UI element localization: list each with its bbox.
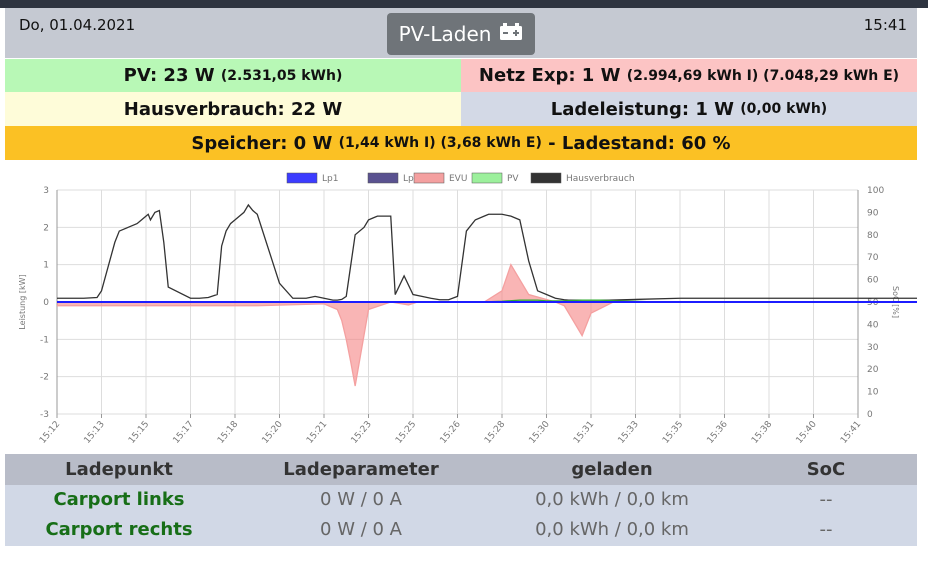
x-tick-label: 15:41	[839, 420, 863, 446]
x-tick-label: 15:35	[661, 420, 685, 446]
charge-points-table: Ladepunkt Ladeparameter geladen SoC Carp…	[5, 454, 917, 546]
y2-tick-label: 80	[867, 231, 879, 241]
chargepoint-loaded-1: 0,0 kWh / 0,0 km	[535, 489, 689, 510]
x-tick-label: 15:36	[705, 419, 730, 446]
x-tick-label: 15:25	[394, 420, 418, 446]
header-ladeparameter: Ladeparameter	[283, 459, 439, 480]
power-chart[interactable]: 3 2 1 0 -1 -2 -3 15:12 15:13 15:15 15:17 15:18 15:20…	[5, 168, 928, 453]
legend-label-pv: PV	[507, 174, 519, 184]
storage-soc: - Ladestand: 60 %	[548, 132, 731, 154]
pv-value: PV: 23 W	[123, 65, 215, 86]
legend-label-evu: EVU	[449, 174, 467, 184]
y2-tick-label: 20	[867, 365, 879, 375]
chargepoint-param-1: 0 W / 0 A	[320, 489, 402, 510]
storage-summary: Speicher: 0 W (1,44 kWh I) (3,68 kWh E) …	[5, 126, 917, 160]
grid-summary: Netz Exp: 1 W (2.994,69 kWh I) (7.048,29…	[461, 59, 917, 92]
legend-swatch-pv	[471, 172, 503, 184]
chargepoint-soc-2: --	[819, 519, 833, 540]
y2-tick-label: 10	[867, 388, 879, 398]
x-tick-label: 15:26	[438, 419, 463, 446]
charging-power-detail: (0,00 kWh)	[740, 101, 828, 117]
x-tick-label: 15:40	[794, 419, 819, 446]
x-tick-label: 15:28	[483, 419, 508, 446]
table-body: Carport links 0 W / 0 A 0,0 kWh / 0,0 km…	[5, 485, 917, 546]
y2-tick-label: 0	[867, 410, 873, 420]
x-tick-label: 15:33	[616, 420, 640, 446]
series-line-evu	[57, 263, 928, 387]
x-tick-label: 15:31	[572, 420, 596, 446]
y-tick-label: -1	[40, 335, 49, 345]
chargepoint-loaded-2: 0,0 kWh / 0,0 km	[535, 519, 689, 540]
y-tick-label: 3	[43, 186, 49, 196]
x-tick-label: 15:15	[127, 420, 151, 446]
y-tick-label: -3	[40, 410, 49, 420]
legend-swatch-evu	[413, 172, 445, 184]
header-bar: Do, 01.04.2021 PV-Laden 15:41	[5, 8, 917, 58]
y2-tick-label: 100	[867, 186, 884, 196]
grid-detail: (2.994,69 kWh I) (7.048,29 kWh E)	[626, 67, 900, 84]
chargepoint-soc-1: --	[819, 489, 833, 510]
chargepoint-name-2[interactable]: Carport rechts	[45, 519, 193, 540]
chargepoint-name-1[interactable]: Carport links	[53, 489, 185, 510]
header-geladen: geladen	[571, 459, 653, 480]
charge-mode-label: PV-Laden	[398, 22, 492, 46]
chargepoint-param-2: 0 W / 0 A	[320, 519, 402, 540]
y2-tick-label: 60	[867, 276, 879, 286]
grid-value: Netz Exp: 1 W	[478, 65, 621, 86]
house-consumption-summary: Hausverbrauch: 22 W	[5, 92, 461, 126]
window-top-bar	[0, 0, 928, 8]
y-tick-label: 1	[43, 261, 49, 271]
y-tick-label: -2	[40, 373, 49, 383]
legend-swatch-lp2	[367, 172, 399, 184]
x-tick-label: 15:12	[38, 420, 62, 446]
time-label: 15:41	[863, 16, 907, 34]
y-axis-label: Leistung [kW]	[18, 274, 27, 329]
x-tick-label: 15:18	[216, 419, 241, 446]
header-soc: SoC	[806, 459, 846, 480]
series-area-evu	[57, 264, 928, 386]
x-tick-label: 15:17	[171, 420, 195, 446]
storage-value: Speicher: 0 W	[191, 132, 333, 154]
house-consumption-value: Hausverbrauch: 22 W	[123, 98, 343, 120]
charging-power-value: Ladeleistung: 1 W	[550, 98, 734, 120]
legend-swatch-hausverbrauch	[530, 172, 562, 184]
x-tick-label: 15:30	[527, 419, 552, 446]
x-tick-label: 15:21	[305, 420, 329, 446]
legend-label-lp2: Lp2	[403, 174, 419, 184]
x-tick-label: 15:13	[82, 420, 106, 446]
x-tick-label: 15:20	[260, 419, 285, 446]
table-header: Ladepunkt Ladeparameter geladen SoC	[5, 454, 917, 485]
legend-label-lp1: Lp1	[322, 174, 338, 184]
x-tick-label: 15:38	[750, 419, 775, 446]
legend-swatch-lp1	[286, 172, 318, 184]
legend-label-hausverbrauch: Hausverbrauch	[566, 174, 635, 184]
battery-plus-icon	[499, 22, 523, 46]
storage-detail: (1,44 kWh I) (3,68 kWh E)	[338, 135, 542, 151]
pv-summary: PV: 23 W (2.531,05 kWh)	[5, 59, 461, 92]
y2-tick-label: 90	[867, 208, 879, 218]
date-label: Do, 01.04.2021	[19, 16, 136, 34]
y2-tick-label: 70	[867, 253, 879, 263]
series-line-hausverbrauch	[57, 203, 928, 301]
charge-mode-button[interactable]: PV-Laden	[387, 13, 535, 55]
header-ladepunkt: Ladepunkt	[65, 459, 173, 480]
y-tick-label: 2	[43, 223, 49, 233]
x-tick-label: 15:23	[349, 420, 373, 446]
y-tick-label: 0	[43, 298, 49, 308]
pv-detail: (2.531,05 kWh)	[220, 67, 343, 84]
y2-tick-label: 30	[867, 343, 879, 353]
charging-power-summary: Ladeleistung: 1 W (0,00 kWh)	[461, 92, 917, 126]
y2-tick-label: 40	[867, 320, 879, 330]
